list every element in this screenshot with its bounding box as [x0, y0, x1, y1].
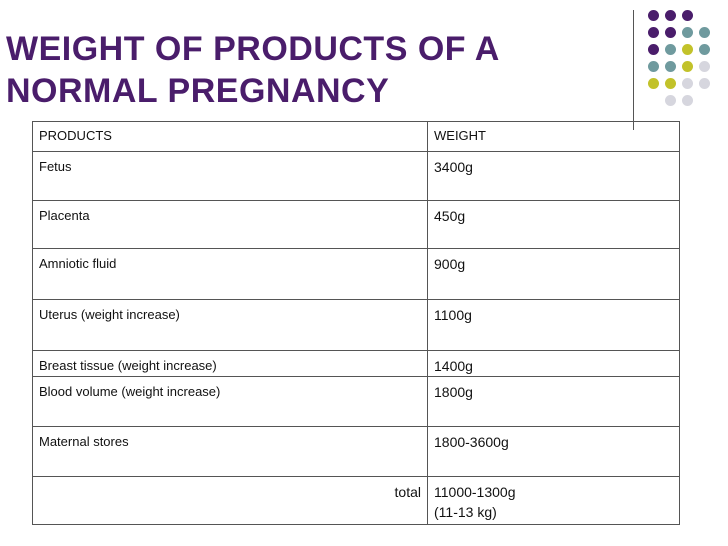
decorative-dot	[665, 44, 676, 55]
table-header-row: PRODUCTS WEIGHT	[32, 121, 680, 152]
table-row: Amniotic fluid 900g	[32, 248, 680, 300]
weight-cell: 1100g	[427, 299, 680, 351]
product-cell: Uterus (weight increase)	[32, 299, 428, 351]
table-row: Fetus 3400g	[32, 151, 680, 201]
decorative-dot	[665, 78, 676, 89]
decorative-dot	[682, 95, 693, 106]
title-line-2: NORMAL PREGNANCY	[6, 72, 390, 110]
total-weight-kg: (11-13 kg)	[434, 504, 497, 520]
decorative-dot	[665, 95, 676, 106]
decorative-dot	[665, 10, 676, 21]
decorative-divider	[633, 10, 634, 130]
table-row: Placenta 450g	[32, 200, 680, 249]
total-weight-cell: 11000-1300g (11-13 kg)	[427, 476, 680, 525]
total-weight-grams: 11000-1300g	[434, 484, 516, 500]
table-total-row: total 11000-1300g (11-13 kg)	[32, 476, 680, 525]
decorative-dot	[682, 44, 693, 55]
decorative-dot	[699, 78, 710, 89]
decorative-dot	[665, 61, 676, 72]
product-cell: Maternal stores	[32, 426, 428, 477]
total-label: total	[32, 476, 428, 525]
product-cell: Amniotic fluid	[32, 248, 428, 300]
decorative-dot	[699, 44, 710, 55]
product-cell: Placenta	[32, 200, 428, 249]
product-cell: Blood volume (weight increase)	[32, 376, 428, 427]
decorative-dot	[699, 27, 710, 38]
decorative-dot	[699, 61, 710, 72]
decorative-dot	[648, 10, 659, 21]
decorative-dot	[682, 27, 693, 38]
decorative-dot	[682, 61, 693, 72]
title-line-1: WEIGHT OF PRODUCTS OF A	[6, 30, 500, 68]
header-weight: WEIGHT	[427, 121, 680, 152]
decorative-dot	[682, 78, 693, 89]
table-row: Blood volume (weight increase) 1800g	[32, 376, 680, 427]
weight-cell: 1800-3600g	[427, 426, 680, 477]
table-row: Maternal stores 1800-3600g	[32, 426, 680, 477]
header-products: PRODUCTS	[32, 121, 428, 152]
weight-cell: 450g	[427, 200, 680, 249]
decorative-dot	[648, 78, 659, 89]
decorative-dot	[665, 27, 676, 38]
decorative-dot	[648, 61, 659, 72]
weight-cell: 1800g	[427, 376, 680, 427]
weight-cell: 1400g	[427, 350, 680, 377]
page-title: WEIGHT OF PRODUCTS OF A NORMAL PREGNANCY	[6, 28, 606, 112]
product-cell: Breast tissue (weight increase)	[32, 350, 428, 377]
decorative-dot	[648, 27, 659, 38]
table-row: Uterus (weight increase) 1100g	[32, 299, 680, 351]
product-cell: Fetus	[32, 151, 428, 201]
decorative-dot	[648, 44, 659, 55]
decorative-dot	[682, 10, 693, 21]
weight-cell: 900g	[427, 248, 680, 300]
weight-cell: 3400g	[427, 151, 680, 201]
table-row: Breast tissue (weight increase) 1400g	[32, 350, 680, 377]
products-weight-table: PRODUCTS WEIGHT Fetus 3400g Placenta 450…	[32, 121, 680, 525]
